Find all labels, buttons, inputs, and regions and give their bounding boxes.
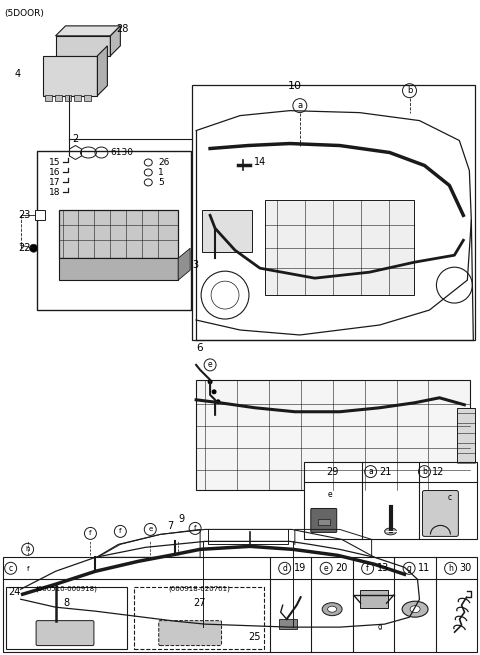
Text: 27: 27 (193, 598, 205, 608)
Text: 29: 29 (326, 466, 339, 477)
Bar (64, 95, 72, 101)
Bar (55, 95, 61, 101)
Text: 13: 13 (377, 563, 389, 573)
Text: 24: 24 (9, 588, 21, 597)
Ellipse shape (402, 601, 428, 617)
Text: c: c (447, 493, 452, 502)
Text: f: f (119, 529, 121, 534)
Text: f: f (194, 525, 196, 531)
FancyBboxPatch shape (360, 590, 387, 608)
Text: 7: 7 (167, 521, 173, 531)
Text: g: g (377, 624, 382, 630)
FancyBboxPatch shape (159, 621, 222, 646)
Polygon shape (56, 36, 110, 56)
Circle shape (207, 379, 213, 384)
Text: 15: 15 (48, 158, 60, 167)
Bar (74, 95, 82, 101)
Text: 30: 30 (459, 563, 472, 573)
FancyBboxPatch shape (279, 619, 297, 629)
Text: a: a (368, 467, 373, 476)
Ellipse shape (322, 603, 342, 616)
Text: g: g (407, 564, 411, 573)
Ellipse shape (384, 528, 396, 535)
Bar (192, 84, 475, 340)
Bar (134, 588, 264, 649)
Polygon shape (178, 248, 190, 280)
Bar (35, 210, 45, 220)
Text: a: a (297, 101, 302, 110)
Bar (304, 462, 477, 539)
Text: 17: 17 (48, 178, 60, 187)
Text: e: e (148, 527, 152, 533)
Text: 1: 1 (158, 168, 164, 177)
Text: 3: 3 (192, 260, 198, 270)
Text: f: f (89, 531, 92, 536)
Text: (000510-000918): (000510-000918) (36, 586, 97, 593)
Bar (318, 519, 330, 525)
Circle shape (30, 244, 37, 252)
Text: 22: 22 (19, 243, 31, 253)
Text: 10: 10 (288, 81, 302, 90)
Text: d: d (282, 564, 287, 573)
Text: 20: 20 (335, 563, 348, 573)
Text: 6: 6 (196, 343, 203, 353)
Bar (265, 200, 415, 295)
Text: 18: 18 (48, 188, 60, 197)
Text: 6130: 6130 (110, 148, 133, 157)
Text: e: e (327, 490, 332, 499)
Bar (59, 258, 178, 280)
Bar (3, 557, 477, 652)
Text: 21: 21 (380, 466, 392, 477)
Text: 8: 8 (63, 598, 70, 608)
Text: 5: 5 (158, 178, 164, 187)
Text: 16: 16 (48, 168, 60, 177)
Text: (5DOOR): (5DOOR) (5, 9, 45, 18)
Text: 2: 2 (72, 134, 79, 143)
Polygon shape (43, 56, 97, 96)
Text: 23: 23 (19, 210, 31, 220)
Circle shape (216, 400, 220, 404)
Circle shape (212, 389, 216, 394)
Text: 26: 26 (158, 158, 169, 167)
Text: (000918-020701): (000918-020701) (168, 586, 230, 593)
Bar (45, 95, 51, 101)
FancyBboxPatch shape (311, 508, 336, 533)
Bar (59, 210, 178, 258)
Text: b: b (422, 467, 427, 476)
Text: f: f (26, 567, 29, 572)
Bar (457, 408, 475, 477)
Text: 28: 28 (116, 24, 129, 34)
Bar (202, 210, 252, 252)
Ellipse shape (328, 606, 336, 612)
Text: 11: 11 (418, 563, 431, 573)
Text: e: e (208, 360, 212, 369)
FancyBboxPatch shape (422, 491, 458, 536)
Bar (84, 95, 91, 101)
FancyBboxPatch shape (36, 621, 94, 646)
Bar (196, 380, 470, 489)
Text: 9: 9 (178, 514, 184, 525)
Text: f: f (366, 564, 369, 573)
Polygon shape (110, 26, 120, 56)
Text: b: b (407, 86, 412, 95)
Text: e: e (324, 564, 328, 573)
Text: 14: 14 (254, 157, 266, 168)
Polygon shape (56, 26, 120, 36)
Ellipse shape (410, 606, 420, 612)
Text: 4: 4 (15, 69, 21, 79)
Text: h: h (448, 564, 453, 573)
Text: c: c (9, 564, 13, 573)
Polygon shape (97, 46, 108, 96)
Text: 19: 19 (294, 563, 306, 573)
Text: 12: 12 (432, 466, 445, 477)
Bar (6, 588, 127, 649)
Text: 25: 25 (249, 632, 261, 642)
Bar (36, 151, 191, 310)
Text: h: h (25, 546, 30, 552)
